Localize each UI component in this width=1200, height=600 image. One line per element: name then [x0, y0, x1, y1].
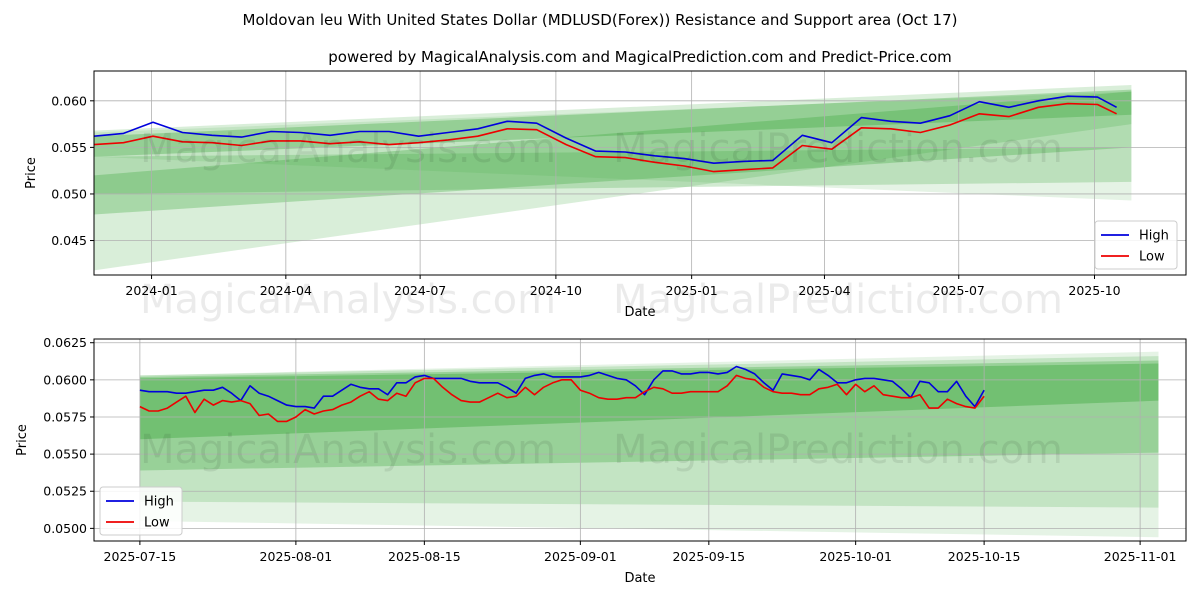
- plot-frame: [93, 70, 1187, 276]
- x-tick-label: 2025-09-15: [672, 549, 745, 564]
- support-resistance-band: [139, 360, 1159, 471]
- x-tick-label: 2024-04: [260, 283, 312, 298]
- x-tick-label: 2024-10: [530, 283, 582, 298]
- support-resistance-band: [94, 84, 1132, 271]
- top-chart-panel: 2024-01 2024-04 2024-07 2024-10 2025-01 2025-…: [24, 70, 1187, 320]
- support-resistance-band: [94, 147, 1132, 194]
- x-tick-label: 2025-09-01: [544, 549, 617, 564]
- series-line-high: [93, 95, 1117, 164]
- y-tick-label: 0.0525: [43, 484, 87, 499]
- x-tick-label: 2024-07: [394, 283, 446, 298]
- legend: High Low: [1094, 220, 1178, 270]
- x-tick-label: 2024-01: [125, 283, 177, 298]
- support-resistance-band: [139, 363, 1159, 440]
- plot-frame: [93, 338, 1187, 542]
- support-resistance-band: [94, 89, 1132, 157]
- x-tick-label: 2025-10-01: [819, 549, 892, 564]
- watermark-prediction-bottom: MagicalPrediction.com: [613, 427, 1063, 473]
- y-tick-label: 0.045: [51, 233, 87, 248]
- legend-label-high: High: [144, 495, 174, 510]
- series-line-low: [93, 102, 1117, 173]
- y-axis-label: Price: [24, 157, 39, 189]
- watermark-prediction-mid: MagicalPrediction.com: [613, 277, 1063, 323]
- y-tick-label: 0.060: [51, 93, 87, 108]
- y-tick-label: 0.0625: [43, 335, 87, 350]
- x-tick-label: 2025-11-01: [1104, 549, 1177, 564]
- watermark-analysis-top: MagicalAnalysis.com: [140, 126, 556, 172]
- x-tick-label: 2025-07-15: [104, 549, 177, 564]
- y-tick-label: 0.055: [51, 140, 87, 155]
- x-tick-label: 2025-08-01: [260, 549, 333, 564]
- x-tick-label: 2025-10: [1068, 283, 1120, 298]
- watermarks: MagicalAnalysis.com MagicalPrediction.co…: [140, 126, 1063, 473]
- bottom-chart-panel: 2025-07-15 2025-08-01 2025-08-15 2025-09-01…: [15, 335, 1187, 586]
- watermark-prediction-top: MagicalPrediction.com: [613, 126, 1063, 172]
- y-tick-label: 0.0500: [43, 521, 87, 536]
- legend-label-low: Low: [144, 516, 170, 531]
- legend-box: [1094, 220, 1178, 270]
- legend: High Low: [99, 486, 183, 536]
- y-tick-label: 0.0550: [43, 447, 87, 462]
- legend-box: [99, 486, 183, 536]
- support-resistance-band: [94, 91, 1132, 215]
- series-line-low: [139, 374, 985, 423]
- x-tick-label: 2025-01: [666, 283, 718, 298]
- x-tick-label: 2025-10-15: [948, 549, 1021, 564]
- x-tick-label: 2025-07: [933, 283, 985, 298]
- y-tick-label: 0.050: [51, 186, 87, 201]
- legend-label-low: Low: [1139, 250, 1165, 265]
- x-tick-label: 2025-04: [798, 283, 850, 298]
- chart-subtitle: powered by MagicalAnalysis.com and Magic…: [328, 48, 952, 66]
- watermark-analysis-mid: MagicalAnalysis.com: [140, 277, 556, 323]
- x-axis-label: Date: [624, 305, 655, 320]
- support-resistance-band: [139, 356, 1159, 508]
- y-axis-label: Price: [15, 424, 30, 456]
- x-tick-label: 2025-08-15: [388, 549, 461, 564]
- chart-title: Moldovan leu With United States Dollar (…: [243, 11, 958, 29]
- y-tick-label: 0.0600: [43, 372, 87, 387]
- watermark-analysis-bottom: MagicalAnalysis.com: [140, 427, 556, 473]
- legend-label-high: High: [1139, 229, 1169, 244]
- series-line-high: [139, 365, 985, 409]
- y-tick-label: 0.0575: [43, 409, 87, 424]
- x-axis-label: Date: [624, 571, 655, 586]
